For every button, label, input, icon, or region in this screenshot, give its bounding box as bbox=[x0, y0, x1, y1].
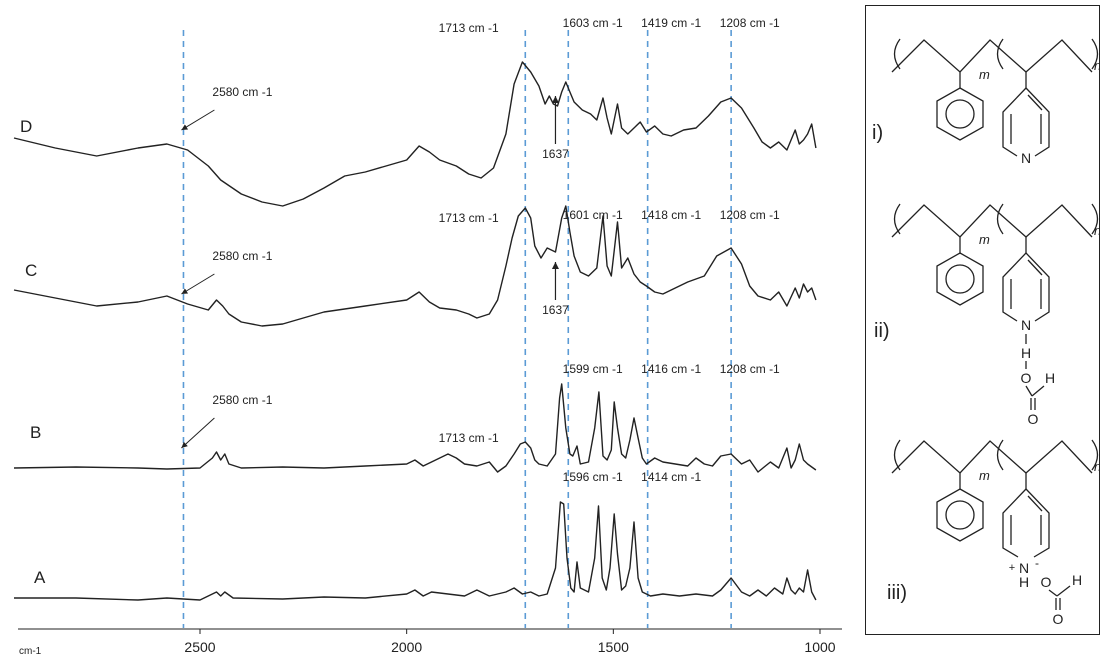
peak-annotation: 1713 cm -1 bbox=[439, 211, 499, 225]
peak-annotation: 1208 cm -1 bbox=[720, 16, 780, 30]
spectrum-traces bbox=[13, 61, 817, 601]
structure-label-iii: iii) bbox=[887, 582, 907, 604]
repeat-n-ii: n bbox=[1094, 223, 1100, 238]
peak-annotation: 1599 cm -1 bbox=[563, 362, 623, 376]
structures-panel: i) m n N i bbox=[865, 5, 1100, 635]
repeat-n-i: n bbox=[1094, 58, 1100, 73]
x-tick-label: 2000 bbox=[391, 639, 422, 655]
annotation-arrow bbox=[181, 273, 215, 295]
x-axis: cm-1 2500 2000 1500 1000 bbox=[18, 628, 842, 657]
structure-label-i: i) bbox=[872, 122, 883, 144]
peak-annotation: 1208 cm -1 bbox=[720, 208, 780, 222]
phenyl-ring-i bbox=[936, 87, 984, 141]
structure-iii: iii) m n bbox=[887, 439, 1100, 627]
peak-annotation: 1601 cm -1 bbox=[563, 208, 623, 222]
spectrum-trace-B bbox=[13, 383, 817, 473]
peak-annotation: 2580 cm -1 bbox=[212, 393, 272, 407]
spectrum-trace-A bbox=[14, 501, 817, 601]
formate-o-ii: O bbox=[1028, 411, 1039, 427]
peak-annotation: 2580 cm -1 bbox=[212, 249, 272, 263]
ring-atom-i: N bbox=[1021, 150, 1031, 166]
repeat-m-iii: m bbox=[979, 468, 990, 483]
trace-label-A: A bbox=[34, 568, 46, 587]
trace-label-B: B bbox=[30, 423, 41, 442]
structure-ii: ii) m n bbox=[874, 203, 1100, 427]
x-axis-unit-label: cm-1 bbox=[19, 646, 42, 657]
guide-lines bbox=[182, 30, 732, 628]
structure-i: i) m n N bbox=[872, 38, 1100, 166]
spectrum-trace-D bbox=[13, 61, 817, 207]
structure-label-ii: ii) bbox=[874, 320, 890, 342]
annotation-arrow bbox=[181, 417, 215, 449]
peak-annotation: 1713 cm -1 bbox=[439, 21, 499, 35]
x-tick-label: 2500 bbox=[184, 639, 215, 655]
anion-o2-iii: O bbox=[1053, 611, 1064, 627]
ftir-spectra-chart: D C B A 2580 cm -1 1713 cm -1 1637 1603 cm -1 1… bbox=[13, 16, 842, 657]
pyridine-ring-i bbox=[1002, 87, 1050, 157]
repeat-n-iii: n bbox=[1094, 459, 1100, 474]
peak-annotation: 1603 cm -1 bbox=[563, 16, 623, 30]
trace-labels: D C B A bbox=[20, 117, 46, 587]
h-bond-h-ii: H bbox=[1021, 345, 1031, 361]
peak-annotation: 1419 cm -1 bbox=[641, 16, 701, 30]
phenyl-ring-iii bbox=[936, 488, 984, 542]
h-bond-o-ii: O bbox=[1021, 370, 1032, 386]
polymer-backbone-i bbox=[891, 38, 1099, 88]
spectrum-trace-C bbox=[13, 205, 817, 327]
peak-annotation: 1713 cm -1 bbox=[439, 431, 499, 445]
phenyl-ring-ii bbox=[936, 252, 984, 306]
ring-h-iii: H bbox=[1019, 574, 1029, 590]
x-tick-label: 1500 bbox=[598, 639, 629, 655]
trace-label-D: D bbox=[20, 117, 32, 136]
repeat-m-ii: m bbox=[979, 232, 990, 247]
peak-annotation: 1596 cm -1 bbox=[563, 470, 623, 484]
peak-annotations: 2580 cm -1 1713 cm -1 1637 1603 cm -1 1419 c… bbox=[181, 16, 780, 484]
anion-o-iii: O bbox=[1041, 574, 1052, 590]
polymer-backbone-ii bbox=[891, 203, 1099, 253]
peak-annotation: 1208 cm -1 bbox=[720, 362, 780, 376]
peak-annotation: 1637 bbox=[542, 147, 569, 161]
peak-annotation: 1416 cm -1 bbox=[641, 362, 701, 376]
charge-minus-iii: - bbox=[1035, 556, 1039, 570]
ring-atom-ii: N bbox=[1021, 317, 1031, 333]
formate-h-ii: H bbox=[1045, 370, 1055, 386]
ring-atom-iii: N bbox=[1019, 560, 1029, 576]
peak-annotation: 1637 bbox=[542, 303, 569, 317]
anion-h-iii: H bbox=[1072, 572, 1082, 588]
peak-annotation: 1414 cm -1 bbox=[641, 470, 701, 484]
annotation-arrow bbox=[181, 109, 215, 131]
peak-annotation: 2580 cm -1 bbox=[212, 85, 272, 99]
pyridinium-ring-iii bbox=[1002, 488, 1071, 610]
repeat-m-i: m bbox=[979, 67, 990, 82]
pyridine-ring-ii bbox=[1002, 252, 1050, 410]
polymer-backbone-iii bbox=[891, 439, 1099, 489]
charge-plus-iii: + bbox=[1009, 562, 1015, 574]
trace-label-C: C bbox=[25, 261, 37, 280]
x-tick-label: 1000 bbox=[804, 639, 835, 655]
peak-annotation: 1418 cm -1 bbox=[641, 208, 701, 222]
